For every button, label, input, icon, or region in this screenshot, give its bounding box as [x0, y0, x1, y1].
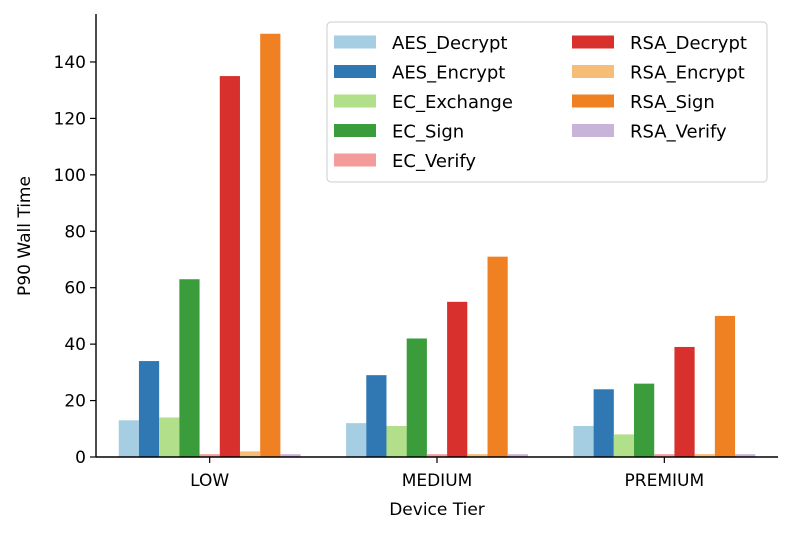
legend-swatch-ec-exchange — [334, 94, 376, 108]
legend-label-aes-decrypt: AES_Decrypt — [392, 33, 507, 54]
bar-rsa-encrypt-premium — [694, 454, 715, 457]
bar-ec-sign-medium — [406, 338, 427, 457]
bar-rsa-sign-low — [260, 33, 281, 458]
legend-swatch-rsa-encrypt — [572, 65, 614, 78]
bar-rsa-decrypt-premium — [674, 346, 695, 457]
bar-ec-verify-medium — [426, 454, 448, 457]
bar-aes-encrypt-premium — [593, 389, 614, 457]
legend-swatch-ec-sign — [334, 124, 376, 137]
bars-group — [118, 33, 756, 458]
legend-swatch-rsa-decrypt — [572, 35, 614, 49]
bar-rsa-decrypt-low — [219, 76, 240, 458]
legend-label-ec-sign: EC_Sign — [392, 122, 464, 143]
x-tick-label: MEDIUM — [402, 471, 473, 491]
y-axis-label: P90 Wall Time — [15, 176, 35, 296]
y-tick-label: 100 — [54, 166, 86, 186]
bar-aes-decrypt-premium — [573, 425, 594, 457]
bar-rsa-verify-medium — [507, 454, 528, 457]
bar-ec-exchange-medium — [386, 425, 407, 457]
y-tick-label: 120 — [54, 109, 86, 129]
y-tick-label: 140 — [54, 53, 86, 73]
bar-rsa-encrypt-low — [239, 451, 261, 457]
bar-rsa-decrypt-medium — [447, 301, 468, 457]
bar-aes-encrypt-low — [138, 361, 160, 457]
bar-aes-decrypt-low — [118, 420, 139, 457]
y-tick-label: 40 — [64, 335, 86, 355]
x-ticks-group: LOW MEDIUM PREMIUM — [190, 457, 704, 491]
bar-aes-encrypt-medium — [366, 375, 387, 457]
legend-label-rsa-sign: RSA_Sign — [630, 92, 715, 113]
x-axis-label: Device Tier — [389, 500, 485, 520]
bar-ec-verify-low — [199, 454, 220, 457]
bar-rsa-sign-medium — [487, 256, 508, 457]
legend: AES_Decrypt AES_Encrypt EC_Exchange EC_Sign… — [326, 21, 768, 183]
bar-ec-verify-premium — [654, 454, 675, 457]
legend-label-ec-verify: EC_Verify — [392, 151, 476, 172]
legend-swatch-rsa-verify — [572, 124, 614, 137]
y-tick-label: 80 — [64, 222, 86, 242]
x-tick-label: LOW — [190, 471, 229, 491]
bar-rsa-encrypt-medium — [467, 454, 488, 457]
legend-swatch-ec-verify — [334, 153, 376, 167]
legend-swatch-aes-encrypt — [334, 65, 376, 78]
legend-label-aes-encrypt: AES_Encrypt — [392, 63, 505, 84]
legend-frame — [326, 21, 768, 183]
bar-rsa-sign-premium — [714, 315, 736, 457]
y-ticks-group: 0 20 40 60 80 100 120 140 — [54, 53, 96, 468]
bar-ec-exchange-premium — [613, 434, 635, 457]
bar-rsa-verify-premium — [735, 454, 756, 457]
x-tick-label: PREMIUM — [625, 471, 705, 491]
bar-ec-sign-premium — [634, 383, 655, 457]
bar-aes-decrypt-medium — [346, 423, 367, 457]
bar-ec-exchange-low — [159, 417, 180, 457]
legend-label-rsa-decrypt: RSA_Decrypt — [630, 33, 747, 54]
bar-ec-sign-low — [179, 279, 200, 457]
legend-label-ec-exchange: EC_Exchange — [392, 92, 513, 113]
legend-label-rsa-verify: RSA_Verify — [630, 122, 727, 143]
y-tick-label: 20 — [64, 392, 86, 412]
bar-rsa-verify-low — [280, 454, 301, 457]
legend-swatch-rsa-sign — [572, 94, 614, 108]
y-tick-label: 0 — [75, 448, 86, 468]
legend-swatch-aes-decrypt — [334, 35, 376, 49]
y-tick-label: 60 — [64, 279, 86, 299]
legend-label-rsa-encrypt: RSA_Encrypt — [630, 63, 745, 84]
